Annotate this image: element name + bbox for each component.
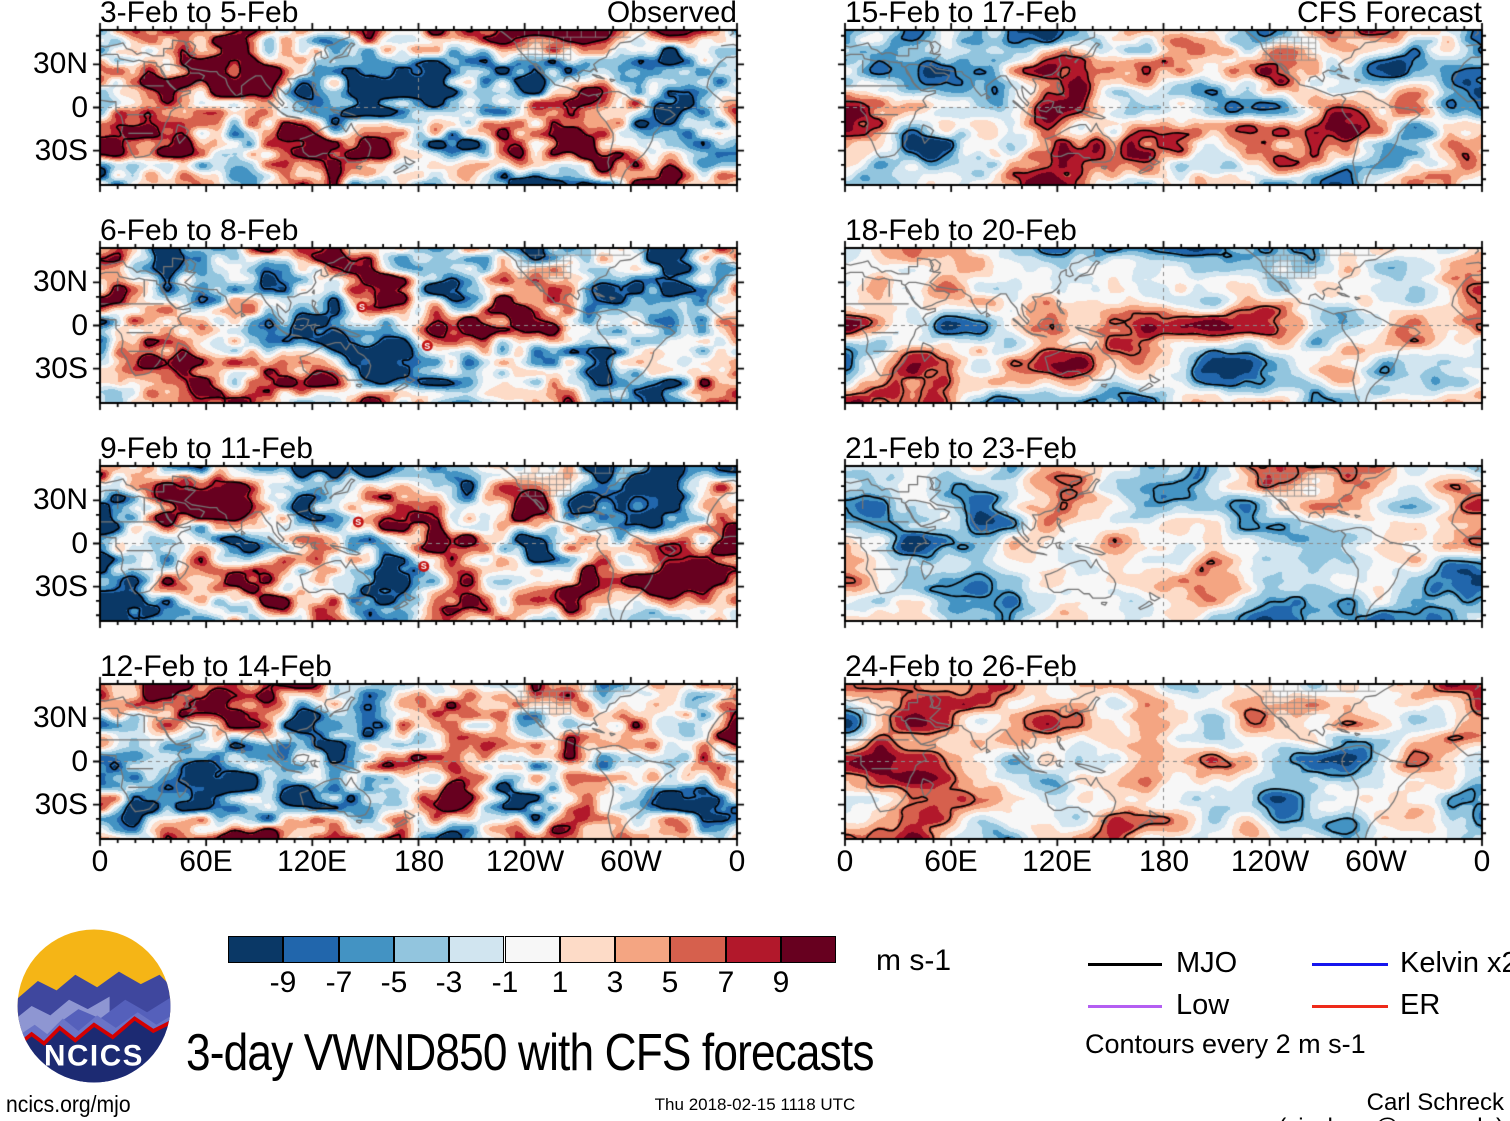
colorbar-cell [725, 936, 781, 963]
y-axis-label: 30N [32, 47, 88, 80]
contours-note: Contours every 2 m s-1 [1085, 1029, 1366, 1059]
colorbar-cell [393, 936, 450, 963]
y-axis-label: 0 [71, 745, 88, 778]
x-axis-label: 0 [836, 845, 854, 878]
colorbar-cell [615, 936, 671, 963]
colorbar-cell [504, 936, 560, 963]
legend-label-mjo: MJO [1176, 947, 1238, 979]
colorbar-unit-label: m s-1 [876, 944, 951, 977]
colorbar-tick-label: -7 [325, 966, 353, 999]
legend-line-kelvin [1312, 963, 1388, 966]
x-axis-label: 120W [1230, 845, 1310, 878]
map-canvas-observed-3 [90, 456, 747, 631]
footer-credit: Carl Schreck (cjschrec@ncsu.edu) [1278, 1089, 1504, 1121]
colorbar-tick-label: 3 [606, 966, 624, 999]
colorbar-tick-label: 9 [772, 966, 790, 999]
y-axis-label: 30S [34, 788, 88, 821]
x-axis-label: 120E [1021, 845, 1093, 878]
y-axis-label: 0 [71, 309, 88, 342]
x-axis-label: 60E [179, 845, 233, 878]
y-axis-label: 30S [34, 352, 88, 385]
y-axis-label: 30N [32, 701, 88, 734]
y-axis-label: 30N [32, 483, 88, 516]
figure-title: 3-day VWND850 with CFS forecasts [186, 1024, 874, 1082]
colorbar-cell [228, 936, 284, 963]
y-axis-label: 0 [71, 91, 88, 124]
y-axis-label: 30S [34, 134, 88, 167]
colorbar-cell [670, 936, 726, 963]
x-axis-label: 0 [728, 845, 746, 878]
colorbar-cell [283, 936, 339, 963]
colorbar-tick-label: 5 [661, 966, 679, 999]
colorbar-tick-label: 1 [551, 966, 569, 999]
map-canvas-forecast-1 [835, 20, 1492, 195]
x-axis-label: 0 [91, 845, 109, 878]
map-canvas-observed-1 [90, 20, 747, 195]
x-axis-label: 180 [393, 845, 445, 878]
legend-label-low: Low [1176, 989, 1230, 1021]
legend-line-mjo [1088, 963, 1162, 966]
map-canvas-observed-4 [90, 674, 747, 849]
colorbar-cell [449, 936, 505, 963]
colorbar-tick-label: -9 [269, 966, 297, 999]
colorbar-tick-label: -1 [491, 966, 519, 999]
colorbar-tick-label: 7 [717, 966, 735, 999]
footer-timestamp: Thu 2018-02-15 1118 UTC [654, 1095, 856, 1114]
legend-label-er: ER [1400, 989, 1441, 1021]
x-axis-label: 0 [1473, 845, 1491, 878]
colorbar-tick-label: -5 [380, 966, 408, 999]
legend-line-er [1312, 1005, 1388, 1008]
x-axis-label: 120E [276, 845, 348, 878]
colorbar-cell [781, 936, 837, 963]
legend-label-kelvin: Kelvin x2 [1400, 947, 1510, 979]
map-canvas-observed-2 [90, 238, 747, 413]
y-axis-label: 30S [34, 570, 88, 603]
footer-url: ncics.org/mjo [6, 1091, 131, 1117]
y-axis-label: 0 [71, 527, 88, 560]
x-axis-label: 60E [924, 845, 978, 878]
map-canvas-forecast-3 [835, 456, 1492, 631]
map-canvas-forecast-2 [835, 238, 1492, 413]
colorbar-tick-label: -3 [435, 966, 463, 999]
legend-line-low [1088, 1005, 1162, 1008]
logo-text: NCICS [44, 1039, 144, 1072]
ncics-logo: NCICS [17, 929, 171, 1083]
map-canvas-forecast-4 [835, 674, 1492, 849]
colorbar-cell [559, 936, 616, 963]
x-axis-label: 120W [485, 845, 565, 878]
x-axis-label: 60W [1345, 845, 1407, 878]
colorbar-cell [338, 936, 394, 963]
x-axis-label: 60W [600, 845, 662, 878]
x-axis-label: 180 [1138, 845, 1190, 878]
y-axis-label: 30N [32, 265, 88, 298]
